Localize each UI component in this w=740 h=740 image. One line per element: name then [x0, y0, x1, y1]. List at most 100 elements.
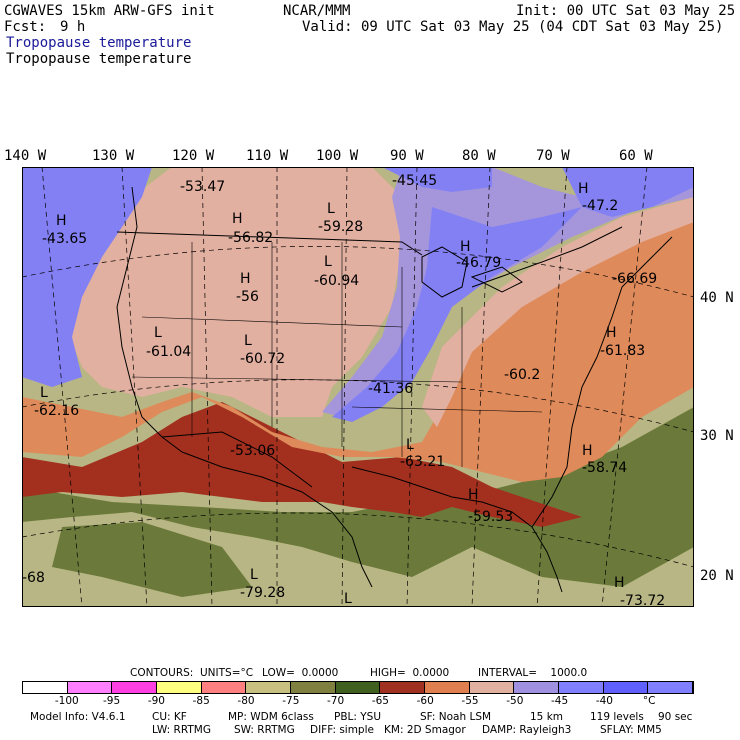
field-blue-north: [382, 167, 492, 192]
colorbar-swatch: [67, 682, 113, 693]
cumulus-scheme: CU: KF: [152, 711, 187, 723]
field-orange: [22, 217, 694, 482]
state-lines: [131, 242, 543, 467]
parallel-line: [22, 512, 694, 568]
colorbar-tick-label: °C: [642, 695, 656, 707]
colorbar-tick-label: -50: [506, 695, 524, 707]
tropopause-value-label: -63.21: [400, 454, 445, 470]
longitude-label: 100 W: [316, 148, 359, 164]
tropopause-value-label: -58.74: [582, 460, 627, 476]
tropopause-value-label: -59.53: [468, 509, 513, 525]
field-title-secondary: Tropopause temperature: [6, 51, 192, 67]
tropopause-value-label: -66.69: [612, 271, 657, 287]
meridian-line: [536, 167, 568, 607]
tropopause-value-label: -59.28: [318, 219, 363, 235]
tropopause-value-label: -53.06: [230, 443, 275, 459]
meridian-line: [406, 167, 418, 607]
pressure-center-type: L: [327, 201, 335, 217]
colorbar-tick-label: -75: [282, 695, 300, 707]
field-blue-central: [332, 207, 582, 422]
interval-label: INTERVAL= 1000.0: [478, 667, 588, 679]
coastline-gulf: [181, 451, 373, 588]
tropopause-value-label: -56.82: [228, 230, 273, 246]
colorbar-swatch: [157, 682, 202, 693]
colorbar-swatch: [201, 682, 247, 693]
surface-layer-scheme: SFLAY: MM5: [600, 724, 662, 736]
longitude-label: 90 W: [390, 148, 424, 164]
colorbar-swatch: [469, 682, 515, 693]
tropopause-value-label: -46.79: [456, 255, 501, 271]
longitude-label: 60 W: [619, 148, 653, 164]
model-info: Model Info: V4.6.1: [30, 711, 126, 723]
pressure-center-type: H: [56, 213, 67, 229]
tropopause-value-label: -47.2: [582, 198, 618, 214]
units-label: UNITS=°C: [200, 667, 254, 679]
meridian-line: [471, 167, 491, 607]
coastline-gulf-north: [351, 466, 533, 528]
pressure-center-type: L: [250, 567, 258, 583]
time-step: 90 sec: [658, 711, 693, 723]
surface-scheme: SF: Noah LSM: [420, 711, 492, 723]
pressure-center-type: H: [232, 211, 243, 227]
longitude-label: 120 W: [172, 148, 215, 164]
field-salmon-east: [422, 197, 694, 427]
meridian-line: [341, 167, 348, 607]
colorbar-swatch: [246, 682, 292, 693]
model-title: CGWAVES 15km ARW-GFS init: [4, 3, 215, 19]
grid-resolution: 15 km: [530, 711, 564, 723]
tropopause-value-label: -43.65: [42, 231, 87, 247]
pressure-center-type: L: [40, 385, 48, 401]
org-label: NCAR/MMM: [283, 3, 351, 19]
field-blue-northeast: [562, 167, 694, 217]
pressure-center-type: L: [406, 437, 414, 453]
latitude-label: 30 N: [700, 428, 734, 444]
tropopause-value-label: -56: [236, 289, 259, 305]
colorbar-tick-label: -100: [54, 695, 79, 707]
diffusion-option: DIFF: simple: [310, 724, 374, 736]
tropopause-value-label: -61.83: [600, 343, 645, 359]
pressure-center-type: L: [154, 325, 162, 341]
pressure-center-type: H: [240, 271, 251, 287]
valid-time: Valid: 09 UTC Sat 03 May 25 (04 CDT Sat …: [302, 19, 724, 35]
colorbar-swatch: [559, 682, 604, 693]
latitude-label: 20 N: [700, 568, 734, 584]
low-label: LOW= 0.0000: [262, 667, 339, 679]
field-title-primary: Tropopause temperature: [6, 35, 192, 51]
meridian-line: [121, 167, 148, 607]
colorbar-swatch: [335, 682, 381, 693]
pressure-center-type: H: [578, 181, 589, 197]
colorbar-swatch: [603, 682, 649, 693]
field-green-dark: [22, 407, 694, 587]
pressure-center-type: L: [344, 591, 352, 607]
field-blue-northwest: [22, 167, 152, 387]
pressure-center-type: H: [606, 325, 617, 341]
colorbar-tick-label: -80: [237, 695, 255, 707]
longitude-label: 130 W: [92, 148, 135, 164]
longitude-label: 70 W: [536, 148, 570, 164]
colorbar-tick-label: -95: [103, 695, 121, 707]
longwave-scheme: LW: RRTMG: [152, 724, 211, 736]
tropopause-value-label: -45.45: [392, 173, 437, 189]
colorbar-tick-label: -65: [371, 695, 389, 707]
tropopause-value-label: -60.2: [504, 367, 540, 383]
tropopause-value-label: -53.47: [180, 179, 225, 195]
colorbar-tick-label: -40: [595, 695, 613, 707]
colorbar-swatch: [23, 682, 68, 693]
field-green-dark-patch: [52, 522, 252, 597]
pressure-center-type: L: [244, 333, 252, 349]
meridian-line: [601, 167, 648, 607]
colorbar: [22, 681, 694, 694]
forecast-label: Fcst:: [4, 19, 47, 35]
tropopause-value-label: -73.72: [620, 593, 665, 607]
tropopause-value-label: -68: [22, 570, 45, 586]
vertical-levels: 119 levels: [590, 711, 644, 723]
colorbar-swatch: [514, 682, 560, 693]
meridian-line: [41, 167, 83, 607]
longitude-label: 110 W: [246, 148, 289, 164]
map-frame: [22, 167, 694, 607]
colorbar-swatch: [112, 682, 158, 693]
colorbar-labels: -100 -95 -90 -85 -80 -75 -70 -65 -60 -55 -50 -45 -40…: [0, 695, 740, 709]
latitude-label: 40 N: [700, 290, 734, 306]
coastline-west: [116, 186, 183, 453]
colorbar-swatch: [380, 682, 426, 693]
